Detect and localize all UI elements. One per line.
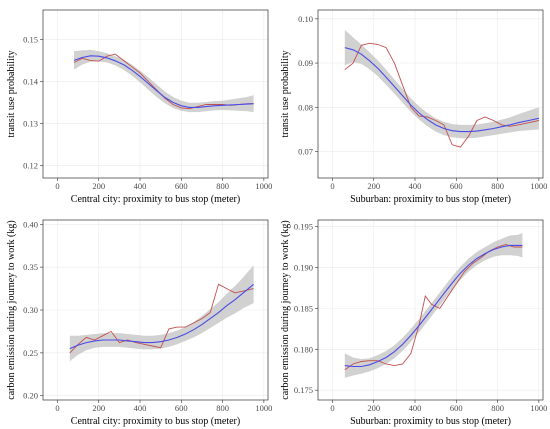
x-tick-label: 800 [491, 181, 504, 191]
x-tick-label: 200 [92, 403, 105, 413]
x-tick-label: 0 [330, 403, 334, 413]
x-tick-label: 200 [367, 403, 380, 413]
smooth-series-line [344, 244, 523, 368]
x-tick-label: 1000 [530, 403, 547, 413]
confidence-band [344, 29, 539, 139]
chart-panel-3: 0 200 400 600 800 1000 0.20 0.25 0.30 0.35 0.40 Cen… [6, 219, 272, 427]
x-axis-label: Central city: proximity to bus stop (met… [71, 194, 240, 205]
chart-panel-4: 0 200 400 600 800 1000 0.175 0.180 0.185 0.190 0.1… [280, 219, 547, 427]
x-tick-label: 600 [450, 181, 463, 191]
x-tick-label: 600 [450, 403, 463, 413]
smooth-series-line [344, 47, 540, 133]
smooth-series-line [73, 55, 254, 108]
chart-panel-2: 0 200 400 600 800 1000 0.07 0.08 0.09 0.10 Suburba… [280, 9, 547, 205]
y-tick-label: 0.180 [294, 344, 313, 354]
y-tick-label: 0.10 [298, 14, 313, 24]
x-tick-label: 400 [134, 403, 147, 413]
y-tick-label: 0.35 [23, 262, 38, 272]
chart-panel-1: 0 200 400 600 800 1000 0.12 0.13 0.14 0.15 Central… [6, 9, 272, 205]
x-tick-label: 1000 [255, 403, 272, 413]
y-axis-label: carbon emission during journey to work (… [6, 220, 17, 399]
y-axis-label: transit use probability [280, 50, 291, 137]
x-tick-label: 400 [134, 181, 147, 191]
y-tick-label: 0.40 [23, 219, 38, 229]
y-tick-label: 0.195 [294, 222, 313, 232]
y-tick-label: 0.07 [298, 146, 313, 156]
x-axis-label: Suburban: proximity to bus stop (meter) [350, 194, 511, 205]
y-tick-label: 0.20 [23, 391, 38, 401]
y-tick-label: 0.185 [294, 303, 313, 313]
raw-series-line [344, 42, 539, 148]
x-tick-label: 0 [55, 181, 59, 191]
x-tick-label: 200 [92, 181, 105, 191]
x-axis-label: Central city: proximity to bus stop (met… [71, 416, 240, 427]
x-tick-label: 800 [216, 403, 229, 413]
confidence-band [74, 49, 254, 113]
panel-border [317, 219, 544, 401]
y-tick-label: 0.30 [23, 305, 38, 315]
x-tick-label: 800 [491, 403, 504, 413]
panel-border [42, 9, 269, 179]
x-tick-label: 200 [367, 181, 380, 191]
y-axis-label: transit use probability [6, 50, 17, 137]
y-tick-label: 0.25 [23, 348, 38, 358]
y-tick-label: 0.175 [294, 385, 313, 395]
x-tick-label: 0 [330, 181, 334, 191]
y-tick-label: 0.12 [23, 160, 38, 170]
y-axis-label: carbon emission during journey to work (… [280, 220, 291, 399]
y-tick-label: 0.14 [23, 76, 39, 86]
x-tick-label: 400 [409, 181, 422, 191]
x-tick-label: 1000 [255, 181, 272, 191]
y-tick-label: 0.13 [23, 118, 38, 128]
x-tick-label: 800 [216, 181, 229, 191]
x-tick-label: 600 [175, 181, 188, 191]
y-tick-label: 0.15 [23, 34, 38, 44]
x-tick-label: 400 [409, 403, 422, 413]
x-tick-label: 600 [175, 403, 188, 413]
raw-series-line [69, 283, 254, 354]
y-tick-label: 0.190 [294, 262, 313, 272]
x-tick-label: 1000 [530, 181, 547, 191]
y-tick-label: 0.09 [298, 58, 313, 68]
panel-border [317, 9, 544, 179]
x-axis-label: Suburban: proximity to bus stop (meter) [350, 416, 511, 427]
plot-area [318, 10, 543, 178]
x-tick-label: 0 [55, 403, 59, 413]
y-tick-label: 0.08 [298, 102, 313, 112]
smooth-series-line [69, 283, 254, 350]
